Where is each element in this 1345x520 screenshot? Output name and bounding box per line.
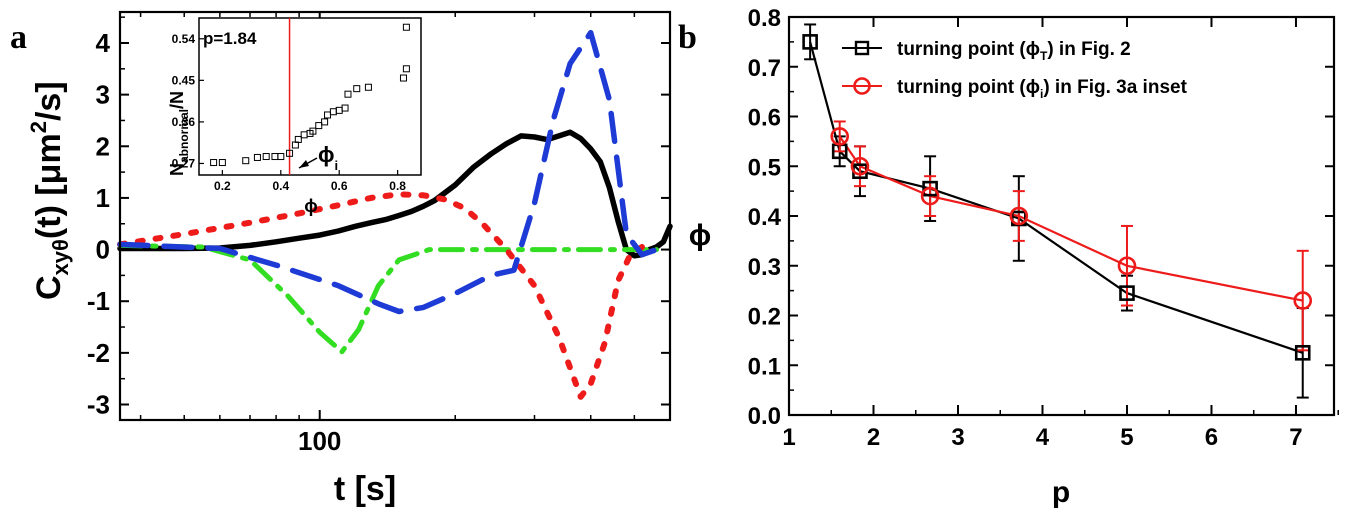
x-tick-label: 4 (1036, 424, 1050, 451)
panel-b: b 0.0 0.1 0.2 0.3 0.4 0.5 0.6 0.7 0.8 1 2 3 4 5 6 7 p ϕ… (678, 5, 1339, 509)
panel-a-label: a (10, 19, 27, 56)
inset-point (402, 23, 410, 31)
panel-a-x-axis-label: t [s] (334, 470, 396, 508)
inset-y-tick-label: 0.45 (172, 73, 196, 87)
legend-marker-square (854, 40, 870, 56)
inset-point (253, 153, 261, 161)
y-tick-label: 1 (96, 183, 110, 213)
data-point-circle (1009, 206, 1029, 226)
data-point-circle (1293, 291, 1313, 310)
inset-point (364, 83, 372, 91)
data-point-square (1119, 285, 1135, 301)
inset-x-tick-label: 0.4 (272, 179, 289, 193)
inset-point (210, 159, 218, 167)
inset-point (315, 122, 323, 130)
inset-point (353, 85, 361, 93)
y-tick-label: 0.0 (748, 403, 781, 430)
data-point-circle (1117, 256, 1137, 276)
y-tick-label: 0 (96, 235, 110, 265)
x-tick-label: 100 (298, 426, 341, 456)
series-line-red (838, 135, 1303, 302)
panel-a-y-axis-label: Cxyθ(t) [μm2/s] (26, 81, 73, 300)
panel-a-inset: 0.27 0.36 0.45 0.54 0.2 0.4 0.6 0.8 p=1.84 ϕ Na… (167, 17, 422, 216)
y-tick-label: 3 (96, 80, 110, 110)
inset-y-tick-label: 0.36 (172, 115, 196, 129)
inset-point (262, 153, 270, 161)
x-tick-label: 1 (782, 424, 795, 451)
y-tick-label: 0.7 (748, 55, 781, 82)
panel-b-legend: turning point (ϕT) in Fig. 2 turning poi… (842, 39, 1188, 101)
inset-point (321, 118, 329, 126)
panel-b-y-axis-label: ϕ (689, 219, 712, 252)
inset-point (294, 135, 302, 143)
series-line-green (117, 242, 659, 355)
inset-point (286, 149, 294, 157)
panel-b-axis-ticks: 0.0 0.1 0.2 0.3 0.4 0.5 0.6 0.7 0.8 1 2 3 4 5 6 7 (748, 5, 1339, 451)
inset-y-axis-label: Nabnormal/N (167, 91, 191, 176)
x-tick-label: 6 (1205, 424, 1218, 451)
y-tick-label: 2 (96, 131, 110, 161)
x-tick-label: 3 (951, 424, 964, 451)
y-tick-label: 0.3 (748, 254, 781, 281)
inset-y-tick-label: 0.54 (172, 32, 196, 46)
inset-x-axis-label: ϕ (304, 196, 318, 216)
series-line-red (117, 191, 645, 400)
inset-marker-label: ϕi (318, 142, 338, 173)
data-point-circle (850, 156, 870, 176)
data-point-square (802, 34, 818, 50)
data-point-square (922, 180, 938, 197)
y-tick-label: -2 (87, 338, 110, 368)
data-point-circle (830, 127, 849, 146)
inset-arrow-head (299, 160, 309, 168)
inset-point (242, 157, 250, 165)
inset-point (402, 65, 410, 73)
y-tick-label: 0.5 (748, 154, 781, 181)
panel-a-axis-ticks: -3 -2 -1 0 1 2 3 4 100 (87, 12, 670, 456)
y-tick-label: 0.8 (748, 5, 781, 32)
data-point-square (1294, 345, 1311, 361)
inset-point (277, 153, 285, 161)
legend-label-red: turning point (ϕi) in Fig. 3a inset (897, 77, 1188, 101)
x-tick-label: 2 (867, 424, 880, 451)
y-tick-label: -1 (87, 286, 110, 316)
inset-x-tick-label: 0.8 (389, 179, 406, 193)
y-tick-label: 0.1 (748, 353, 781, 380)
y-tick-label: 0.6 (748, 105, 781, 132)
y-tick-label: 0.2 (748, 304, 781, 331)
panel-a-frame (118, 10, 672, 422)
x-tick-label: 7 (1289, 424, 1302, 451)
inset-point (399, 74, 407, 82)
inset-x-tick-label: 0.2 (214, 179, 231, 193)
inset-y-tick-label: 0.27 (172, 156, 196, 170)
inset-annotation: p=1.84 (203, 29, 257, 48)
inset-point (218, 159, 226, 167)
y-tick-label: -3 (87, 390, 110, 420)
panel-b-series-group (802, 23, 1313, 399)
panel-a: a -3 -2 -1 0 1 2 3 4 100 t [s] Cxyθ(t) [μm2/s] 0… (10, 10, 673, 508)
inset-x-tick-label: 0.6 (331, 179, 348, 193)
panel-b-label: b (678, 19, 697, 56)
inset-point (344, 90, 352, 98)
series-line-blue (117, 29, 660, 315)
inset-frame (198, 17, 422, 176)
inset-content: 0.27 0.36 0.45 0.54 0.2 0.4 0.6 0.8 (172, 18, 410, 193)
data-point-circle (920, 186, 940, 206)
legend-label-black: turning point (ϕT) in Fig. 2 (897, 39, 1131, 63)
y-tick-label: 0.4 (748, 204, 782, 231)
panel-a-series-group (117, 29, 673, 400)
y-tick-label: 4 (96, 28, 111, 58)
inset-point (341, 104, 349, 112)
panel-b-x-axis-label: p (1052, 476, 1070, 509)
legend-marker-circle (853, 77, 871, 95)
x-tick-label: 5 (1120, 424, 1133, 451)
inset-point (309, 127, 317, 135)
